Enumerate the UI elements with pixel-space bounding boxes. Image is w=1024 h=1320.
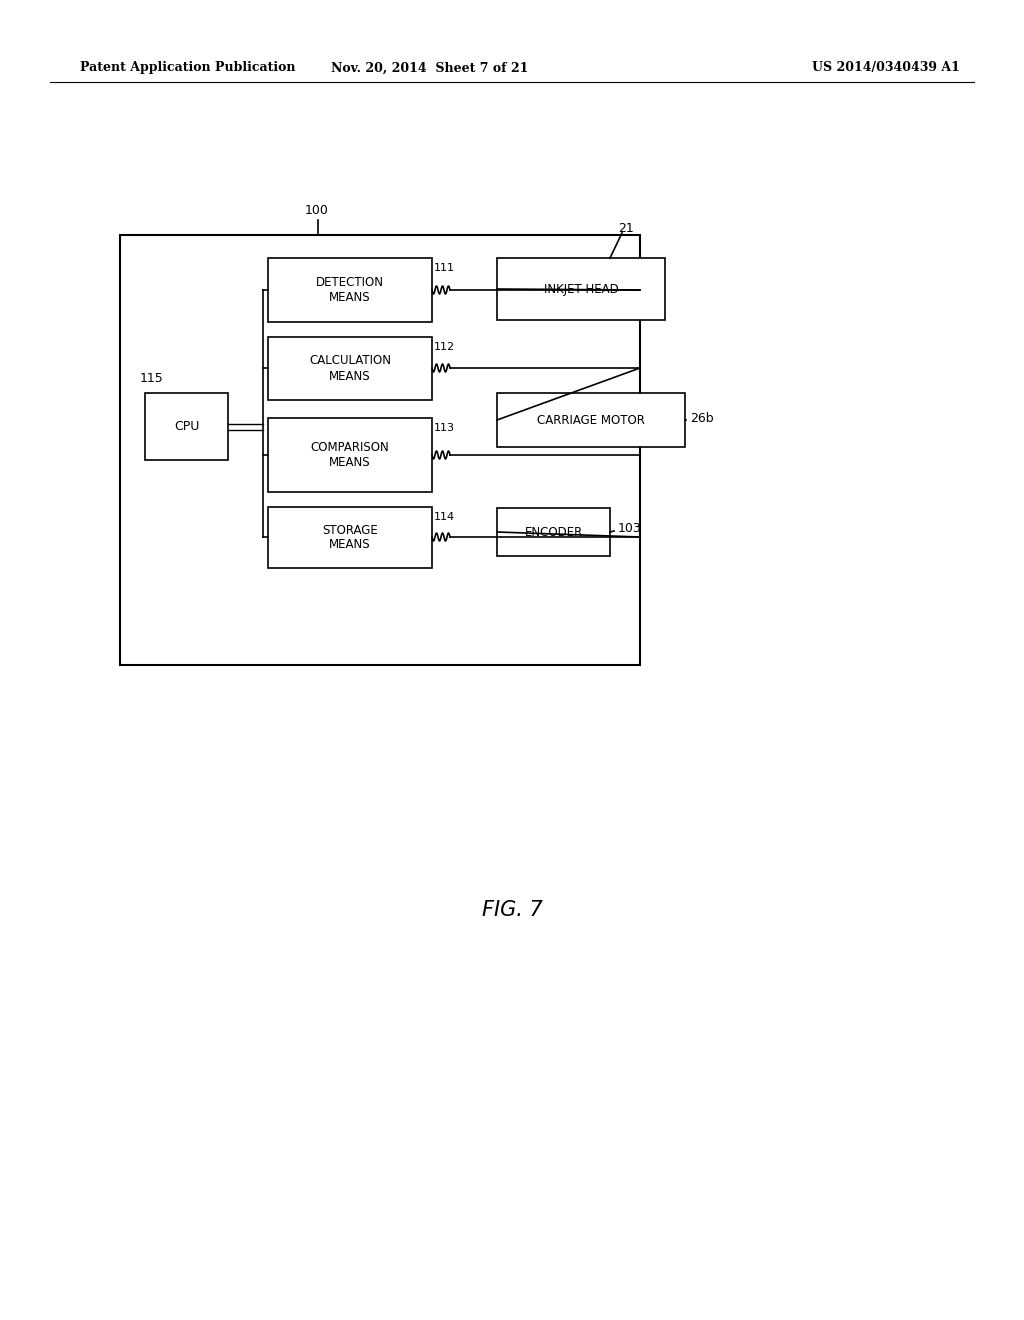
- Text: Nov. 20, 2014  Sheet 7 of 21: Nov. 20, 2014 Sheet 7 of 21: [332, 62, 528, 74]
- Bar: [497, 257, 665, 319]
- Bar: [497, 508, 610, 556]
- Text: 114: 114: [434, 512, 455, 521]
- Text: 111: 111: [434, 263, 455, 273]
- Text: Patent Application Publication: Patent Application Publication: [80, 62, 296, 74]
- Text: STORAGE
MEANS: STORAGE MEANS: [323, 524, 378, 552]
- Text: 26b: 26b: [690, 412, 714, 425]
- Bar: [145, 393, 228, 459]
- Text: FIG. 7: FIG. 7: [481, 900, 543, 920]
- Text: CPU: CPU: [174, 420, 200, 433]
- Text: US 2014/0340439 A1: US 2014/0340439 A1: [812, 62, 961, 74]
- Bar: [268, 337, 432, 400]
- Text: 21: 21: [618, 222, 634, 235]
- Text: COMPARISON
MEANS: COMPARISON MEANS: [310, 441, 389, 469]
- Text: INKJET HEAD: INKJET HEAD: [544, 282, 618, 296]
- Bar: [268, 418, 432, 492]
- Bar: [120, 235, 640, 665]
- Text: DETECTION
MEANS: DETECTION MEANS: [316, 276, 384, 304]
- Text: CALCULATION
MEANS: CALCULATION MEANS: [309, 355, 391, 383]
- Text: 113: 113: [434, 422, 455, 433]
- Bar: [497, 393, 685, 447]
- Bar: [268, 507, 432, 568]
- Text: CARRIAGE MOTOR: CARRIAGE MOTOR: [537, 413, 645, 426]
- Text: 103: 103: [618, 521, 642, 535]
- Text: 115: 115: [140, 371, 164, 384]
- Text: 112: 112: [434, 342, 455, 352]
- Bar: [268, 257, 432, 322]
- Text: 100: 100: [305, 203, 329, 216]
- Text: ENCODER: ENCODER: [524, 525, 583, 539]
